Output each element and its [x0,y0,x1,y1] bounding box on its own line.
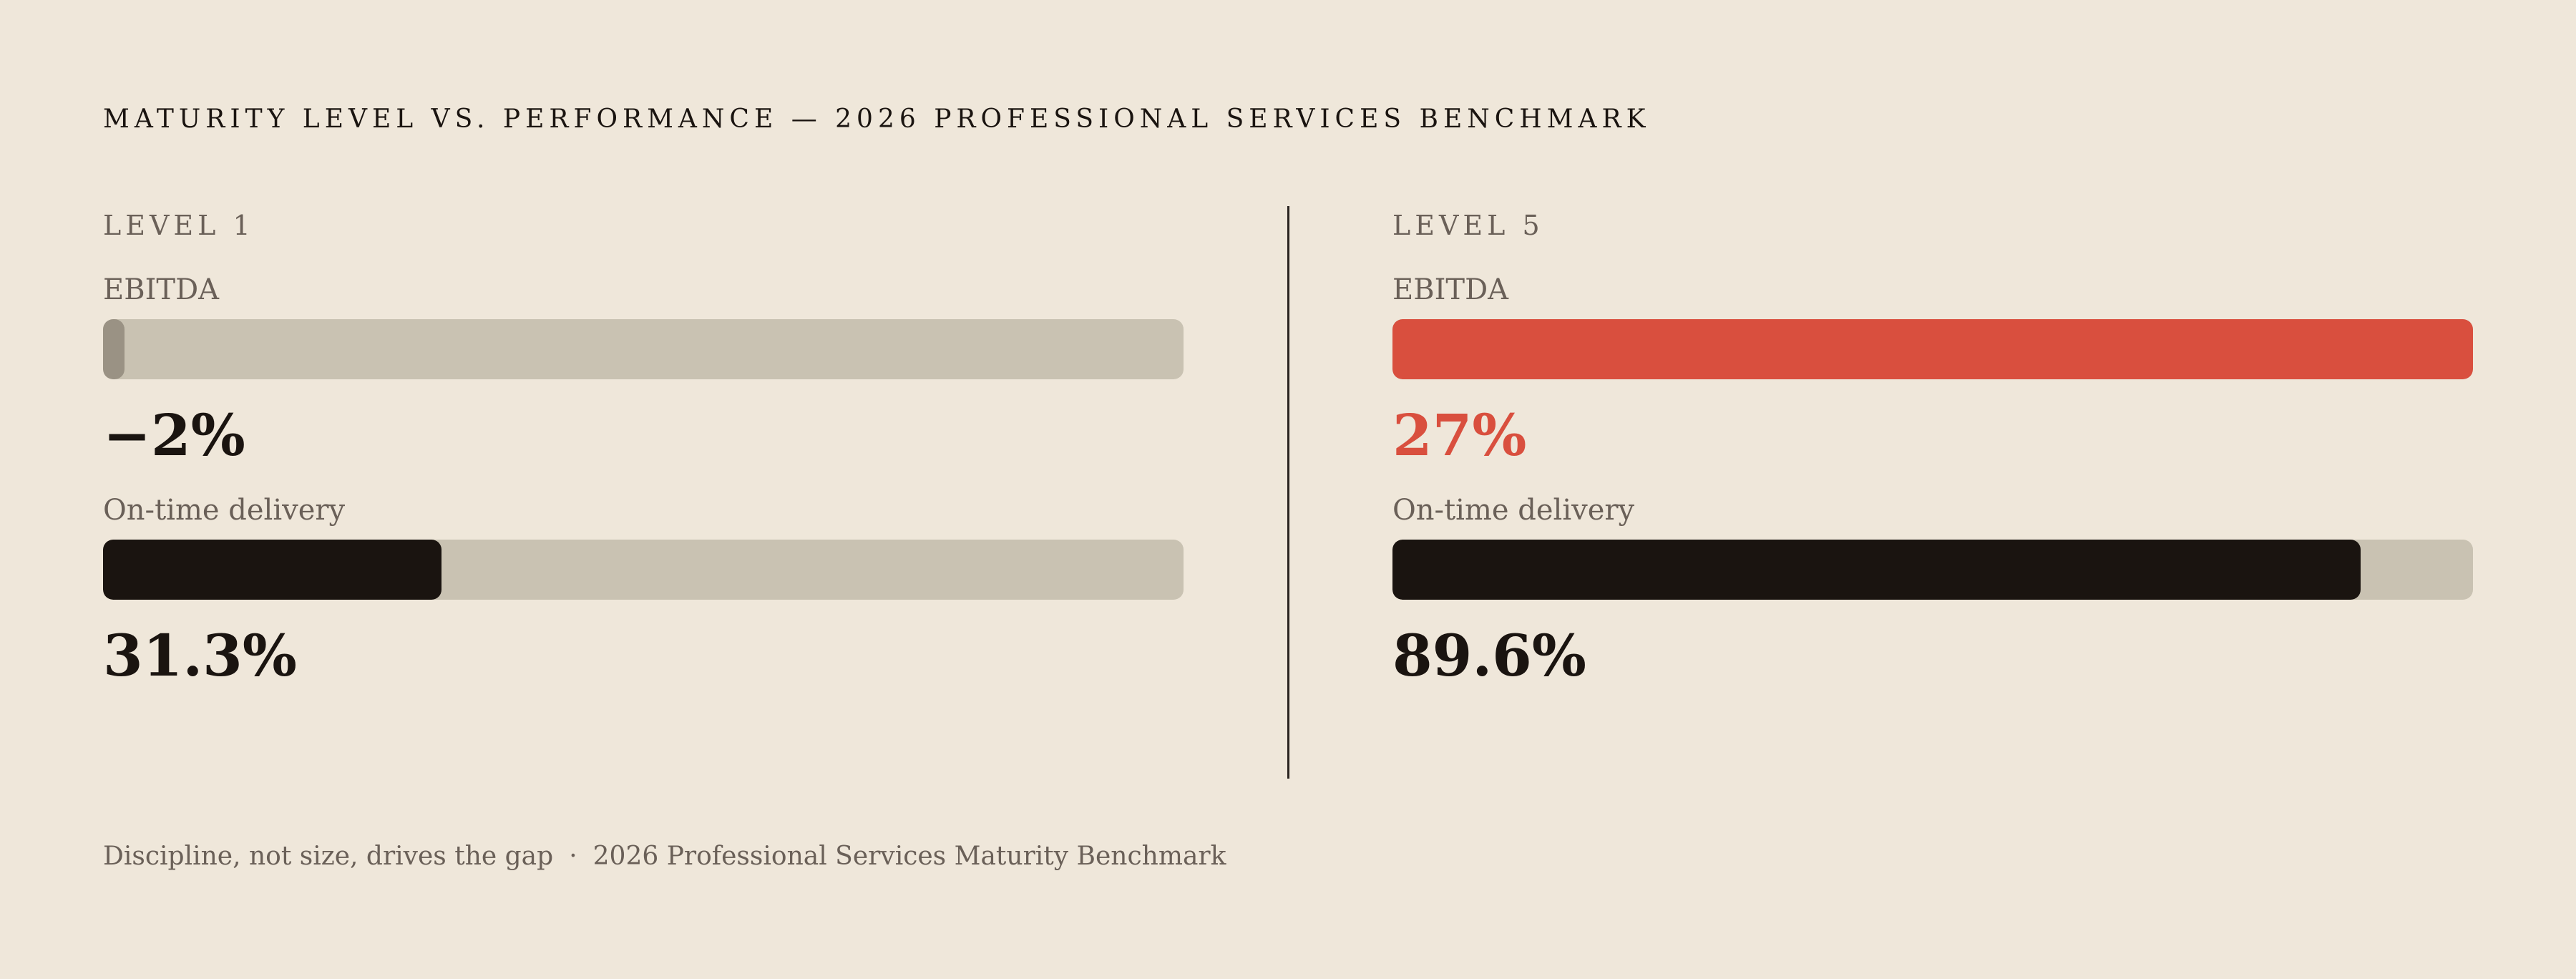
footer-source: 2026 Professional Services Maturity Benc… [592,842,1226,871]
bar-track [103,540,1184,600]
footer-note: Discipline, not size, drives the gap [103,842,554,871]
panel-level-5: LEVEL 5 EBITDA 27% On-time delivery 89.6… [1392,200,2473,691]
metric-on-time-delivery: On-time delivery 89.6% [1392,492,2473,691]
metric-on-time-delivery: On-time delivery 31.3% [103,492,1184,691]
metric-label: EBITDA [103,273,220,306]
bar-fill [103,319,125,379]
bar-fill [1392,540,2361,600]
metric-value: −2% [103,401,245,469]
bar-fill [1392,319,2473,379]
metric-value: 89.6% [1392,622,1586,689]
metric-value: 27% [1392,401,1527,469]
bar-fill [103,540,441,600]
chart-footer: Discipline, not size, drives the gap · 202… [103,842,1226,871]
chart-title: MATURITY LEVEL VS. PERFORMANCE — 2026 PR… [103,104,1651,134]
bar-track [1392,540,2473,600]
metric-ebitda: EBITDA 27% [1392,272,2473,471]
bar-track [103,319,1184,379]
metric-label: On-time delivery [1392,494,1635,527]
bar-track [1392,319,2473,379]
metric-value: 31.3% [103,622,297,689]
panel-label: LEVEL 5 [1392,210,1544,241]
footer-separator: · [569,842,577,871]
panel-divider [1287,206,1289,779]
panel-label: LEVEL 1 [103,210,255,241]
metric-label: EBITDA [1392,273,1509,306]
panel-level-1: LEVEL 1 EBITDA −2% On-time delivery 31.3… [103,200,1184,691]
metric-ebitda: EBITDA −2% [103,272,1184,471]
metric-label: On-time delivery [103,494,346,527]
